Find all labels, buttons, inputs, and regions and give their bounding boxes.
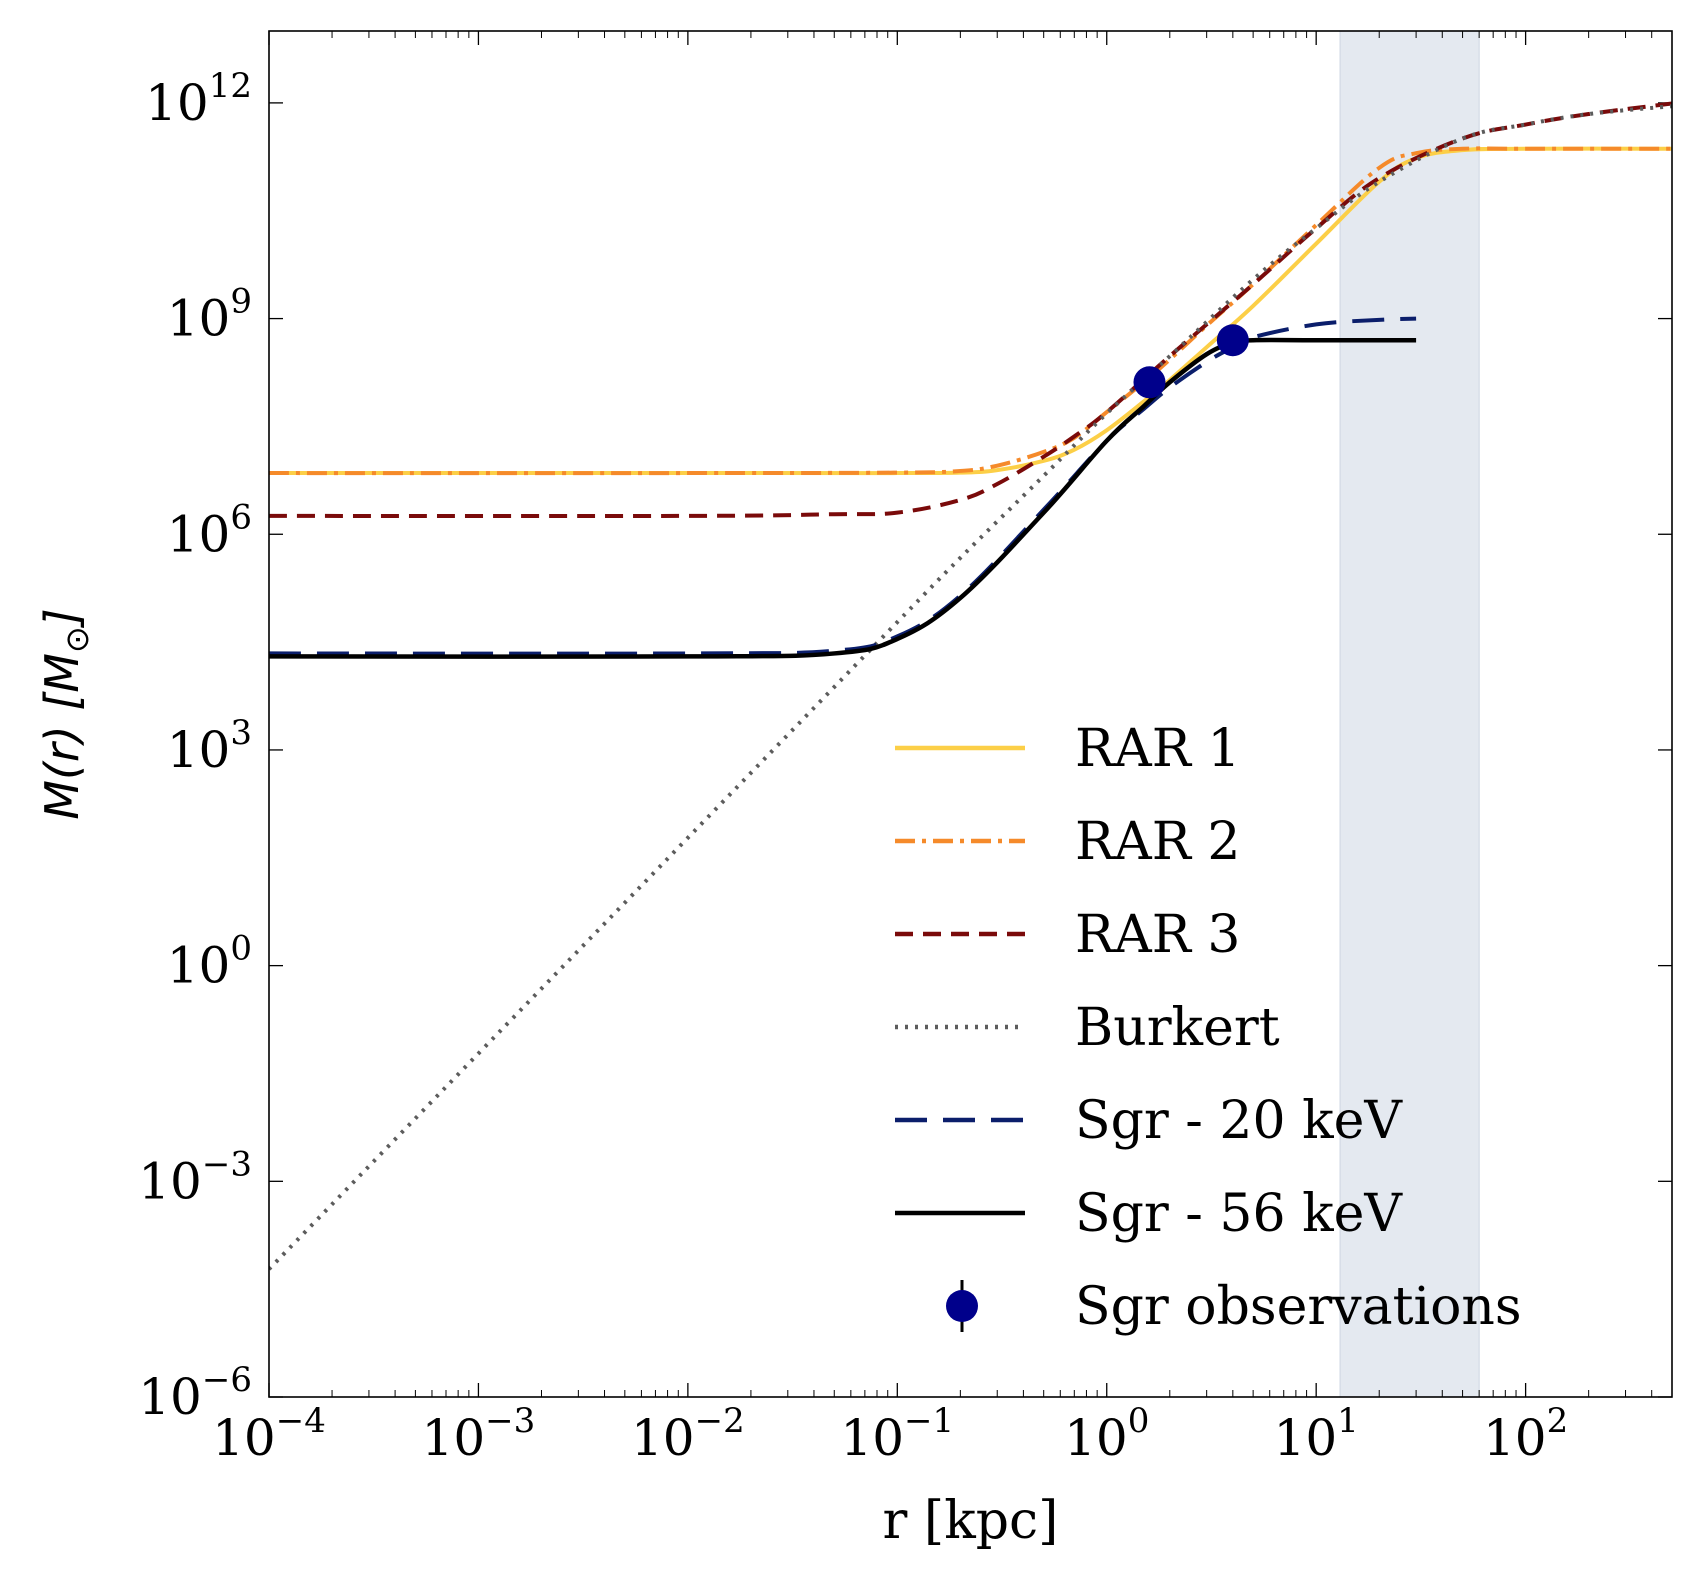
x-tick-labels: 10−4 10−3 10−2 10−1 100 101 102 <box>212 1401 1568 1467</box>
series-line-rar-2 <box>269 146 1672 476</box>
y-tick-label: 109 <box>167 282 252 348</box>
x-tick-label: 10−2 <box>631 1401 745 1467</box>
y-tick-label: 1012 <box>145 66 252 132</box>
legend-marker <box>946 1290 978 1322</box>
x-tick-label: 101 <box>1274 1401 1359 1467</box>
legend: RAR 1 RAR 2 RAR 3 Burkert Sgr - 20 keV Sgr - … <box>895 719 1522 1337</box>
y-tick-label: 100 <box>167 929 252 995</box>
y-tick-label: 10−3 <box>138 1144 252 1210</box>
legend-label: RAR 1 <box>1075 719 1240 779</box>
legend-label: RAR 3 <box>1075 905 1240 965</box>
legend-label: Burkert <box>1075 998 1280 1058</box>
y-tick-labels: 10−6 10−3 100 103 106 109 1012 <box>138 66 252 1426</box>
legend-label: Sgr - 20 keV <box>1075 1091 1403 1151</box>
x-tick-label: 10−1 <box>840 1401 954 1467</box>
series-line-burkert <box>269 104 1672 1271</box>
series-line-sgr-56-kev <box>269 337 1417 659</box>
x-axis-label: r [kpc] <box>883 1491 1059 1551</box>
highlight-band <box>1339 30 1480 1398</box>
y-axis-label-main: M(r) [M <box>35 653 89 820</box>
x-tick-label: 102 <box>1483 1401 1568 1467</box>
legend-label: RAR 2 <box>1075 812 1240 872</box>
x-tick-label: 10−3 <box>422 1401 536 1467</box>
observation-point <box>1216 324 1249 357</box>
x-tick-label: 100 <box>1064 1401 1149 1467</box>
series-line-rar-3 <box>269 101 1672 519</box>
observation-points <box>1133 324 1249 399</box>
y-tick-label: 103 <box>167 713 252 779</box>
observation-point <box>1133 366 1166 399</box>
y-tick-label: 10−6 <box>138 1360 252 1426</box>
y-axis-label: M(r) [M⊙] <box>35 608 96 820</box>
y-tick-label: 106 <box>167 497 252 563</box>
x-tick-label: 10−4 <box>212 1401 326 1467</box>
series-line-sgr-20-kev <box>269 316 1417 656</box>
series-lines <box>269 101 1672 1271</box>
legend-label: Sgr - 56 keV <box>1075 1184 1403 1244</box>
y-axis-label-suffix: ] <box>35 608 89 628</box>
plot-frame <box>268 30 1673 1398</box>
minor-ticks <box>331 31 1653 1397</box>
legend-label: Sgr observations <box>1075 1277 1522 1337</box>
y-axis-label-subscript: ⊙ <box>58 626 96 653</box>
